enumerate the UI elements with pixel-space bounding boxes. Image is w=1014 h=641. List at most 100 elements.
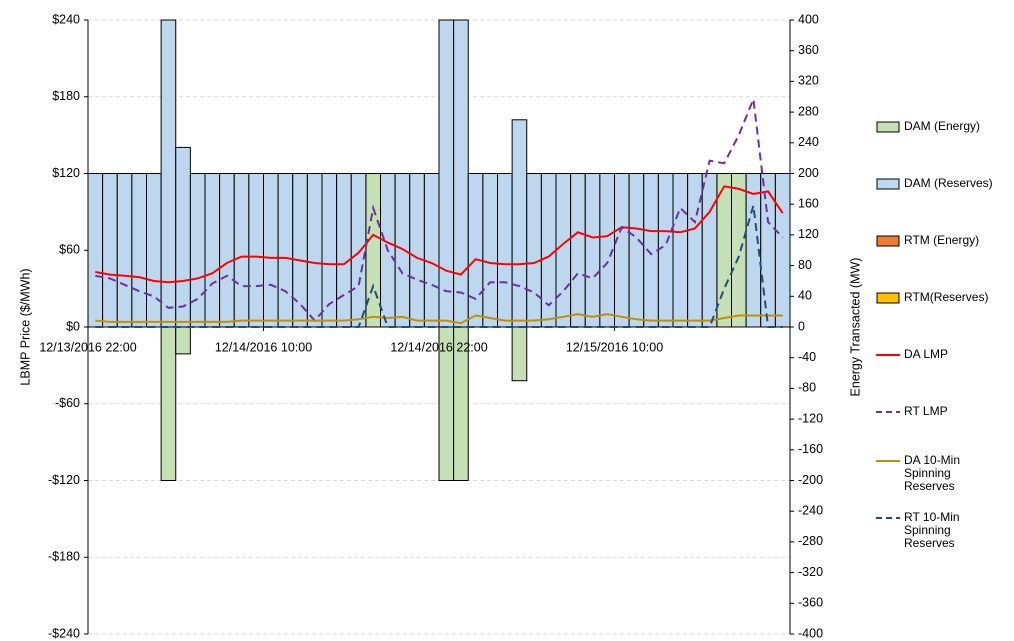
bar — [526, 173, 542, 328]
legend-swatch — [876, 460, 900, 462]
legend-marker — [876, 235, 900, 247]
line-series — [95, 205, 783, 328]
y-axis-title: LBMP Price ($/MWh) — [18, 268, 32, 385]
bar — [219, 173, 235, 328]
x-tick-label: 12/14/2016 22:00 — [390, 340, 487, 354]
y-tick-label: -$60 — [55, 396, 80, 410]
y2-tick-label: -160 — [798, 442, 823, 456]
bar — [423, 173, 440, 328]
bar — [131, 173, 147, 328]
bar — [453, 19, 469, 328]
bar — [175, 326, 191, 355]
legend-item: RTM(Reserves) — [876, 291, 988, 305]
bar — [87, 173, 104, 328]
y-tick-label: $180 — [52, 89, 80, 103]
y2-tick-label: 240 — [798, 135, 819, 149]
bar — [277, 173, 294, 328]
bar — [146, 173, 162, 328]
bar — [511, 326, 528, 382]
bar — [584, 173, 601, 328]
y-tick-label: $120 — [52, 166, 80, 180]
legend-item: DAM (Energy) — [876, 120, 980, 134]
legend-item: RT LMP — [876, 405, 948, 419]
bar — [511, 119, 528, 328]
y2-tick-label: 80 — [798, 258, 812, 272]
y2-tick-label: 400 — [798, 12, 819, 26]
y2-tick-label: -40 — [798, 350, 816, 364]
legend-swatch — [876, 235, 900, 247]
bar — [248, 173, 264, 328]
bar — [555, 173, 572, 328]
legend-label: RT 10-Min Spinning Reserves — [904, 510, 960, 550]
y2-tick-label: 320 — [798, 74, 819, 88]
bar — [175, 146, 191, 328]
y2-tick-label: 160 — [798, 196, 819, 210]
x-tick-label: 12/15/2016 10:00 — [566, 340, 663, 354]
legend-swatch — [876, 517, 900, 519]
legend-marker — [876, 121, 900, 133]
legend-marker — [876, 178, 900, 190]
bar — [731, 173, 747, 328]
bar — [233, 173, 250, 328]
y-tick-label: -$240 — [48, 626, 80, 640]
legend-label: DA 10-Min Spinning Reserves — [904, 453, 961, 493]
y2-tick-label: -120 — [798, 411, 823, 425]
legend-swatch — [876, 121, 900, 133]
legend-label: DAM (Reserves) — [904, 176, 993, 190]
legend-item: RT 10-Min Spinning Reserves — [876, 511, 970, 550]
bar — [628, 173, 645, 328]
y2-tick-label: 280 — [798, 104, 819, 118]
bar — [102, 173, 118, 328]
y-tick-label: $240 — [52, 12, 80, 26]
legend-label: DAM (Energy) — [904, 119, 981, 133]
y-tick-label: $60 — [59, 243, 80, 257]
bar — [497, 173, 513, 328]
y2-tick-label: -200 — [798, 473, 823, 487]
legend-item: DA 10-Min Spinning Reserves — [876, 454, 970, 493]
bar — [774, 173, 791, 328]
y2-axis-title: Energy Transacted (MW) — [848, 258, 862, 397]
bar — [672, 173, 689, 328]
legend-label: RTM (Energy) — [904, 233, 980, 247]
bar — [701, 173, 718, 328]
y2-tick-label: 200 — [798, 166, 819, 180]
y-tick-label: $0 — [66, 319, 80, 333]
bar — [760, 173, 776, 328]
line-series — [95, 95, 784, 323]
bar — [467, 173, 484, 328]
y2-tick-label: 0 — [798, 319, 805, 333]
bar — [657, 173, 674, 328]
bar — [365, 173, 381, 328]
y2-tick-label: -400 — [798, 626, 823, 640]
bar — [160, 326, 177, 481]
y2-tick-label: -240 — [798, 503, 823, 517]
x-tick-label: 12/14/2016 10:00 — [215, 340, 312, 354]
legend-item: DAM (Reserves) — [876, 177, 993, 191]
bar — [394, 173, 411, 328]
bar — [409, 173, 425, 328]
bar — [614, 173, 630, 328]
legend-label: RTM(Reserves) — [904, 290, 989, 304]
y2-tick-label: -280 — [798, 534, 823, 548]
bar — [189, 173, 206, 328]
line-series — [95, 313, 783, 325]
bar — [438, 19, 455, 328]
y-tick-label: -$120 — [48, 473, 80, 487]
bar — [350, 173, 367, 328]
legend-swatch — [876, 411, 900, 413]
bar — [292, 173, 308, 328]
y2-tick-label: 360 — [798, 43, 819, 57]
x-tick-label: 12/13/2016 22:00 — [39, 340, 136, 354]
y2-tick-label: -80 — [798, 381, 816, 395]
bar — [306, 173, 323, 328]
bar — [336, 173, 352, 328]
y-tick-label: -$180 — [48, 550, 80, 564]
legend-item: DA LMP — [876, 348, 948, 362]
legend-swatch — [876, 178, 900, 190]
y2-tick-label: 40 — [798, 289, 812, 303]
y2-tick-label: -360 — [798, 596, 823, 610]
legend-marker — [876, 292, 900, 304]
legend-label: RT LMP — [904, 404, 948, 418]
